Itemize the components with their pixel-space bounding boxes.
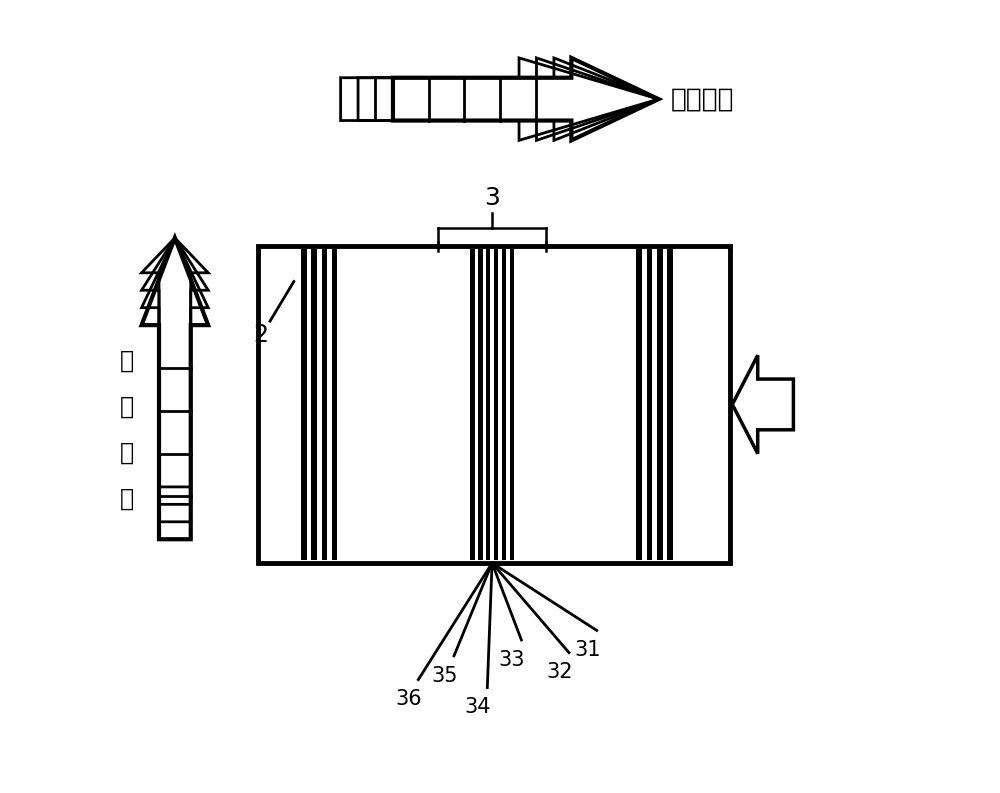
Bar: [647, 249, 652, 560]
Bar: [494, 249, 498, 560]
Text: 方: 方: [120, 441, 134, 465]
Text: 31: 31: [574, 640, 600, 661]
Bar: [510, 249, 514, 560]
Bar: [478, 249, 483, 560]
Bar: [311, 249, 317, 560]
Bar: [332, 249, 337, 560]
Bar: [657, 249, 663, 560]
Bar: [486, 249, 490, 560]
Text: 向: 向: [120, 487, 134, 511]
Bar: [301, 249, 307, 560]
Bar: [667, 249, 673, 560]
Bar: [470, 249, 475, 560]
Text: 2: 2: [253, 323, 268, 347]
Text: 33: 33: [499, 649, 525, 670]
Bar: [502, 249, 506, 560]
Text: 第: 第: [120, 349, 134, 373]
Text: 35: 35: [431, 665, 458, 686]
Bar: [636, 249, 642, 560]
Text: 36: 36: [395, 689, 422, 710]
Polygon shape: [393, 58, 659, 140]
Bar: [258, 246, 730, 563]
Polygon shape: [142, 238, 208, 539]
Text: 二: 二: [120, 395, 134, 419]
Polygon shape: [732, 355, 793, 454]
Bar: [322, 249, 327, 560]
Text: 第一方向: 第一方向: [670, 86, 734, 112]
Text: 34: 34: [465, 697, 491, 718]
Text: 32: 32: [546, 662, 573, 683]
Text: 3: 3: [484, 186, 500, 210]
